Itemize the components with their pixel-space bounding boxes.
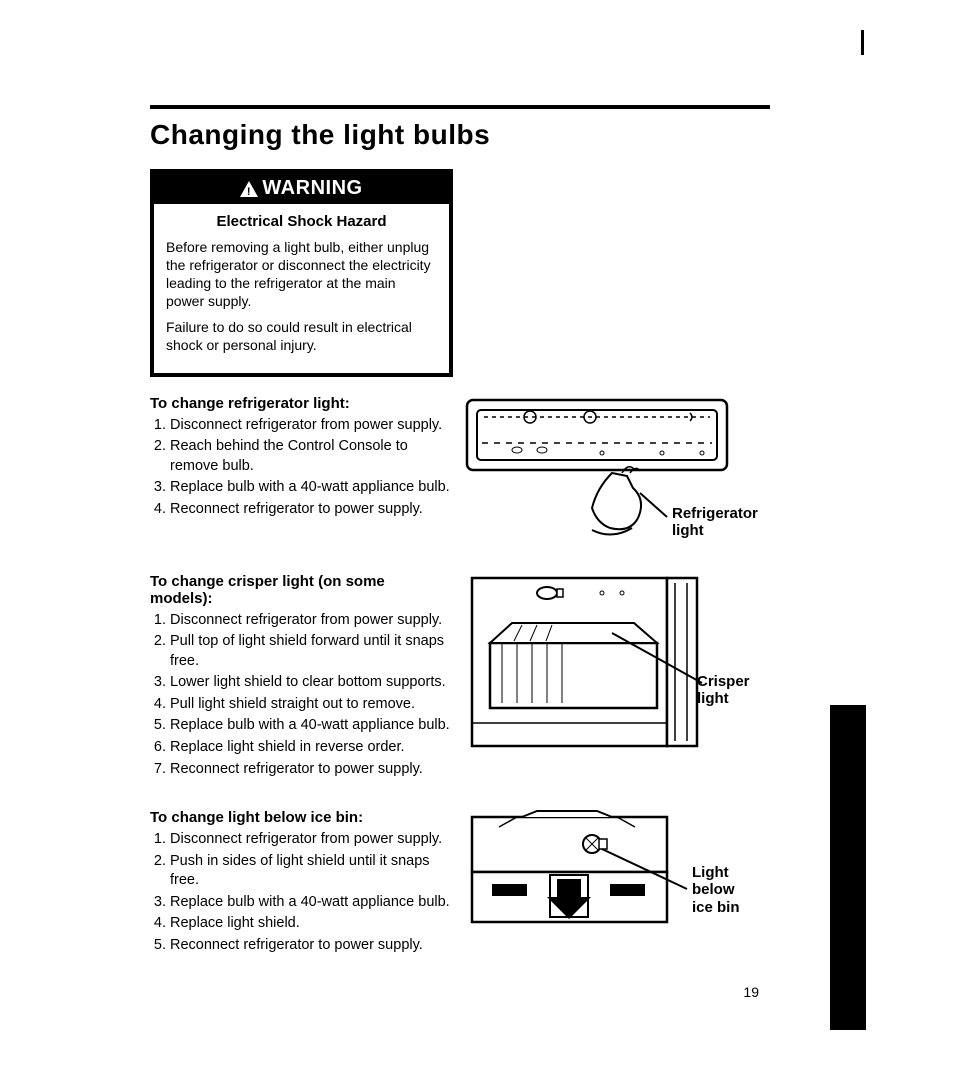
list-item: Reach behind the Control Console to remo… — [170, 437, 450, 476]
warning-subtitle: Electrical Shock Hazard — [166, 212, 437, 232]
list-item: Pull light shield straight out to remove… — [170, 695, 450, 715]
section2-steps: Disconnect refrigerator from power suppl… — [150, 611, 450, 780]
section1-title: To change refrigerator light: — [150, 395, 450, 412]
fig3-l2: below — [692, 881, 735, 898]
list-item: Reconnect refrigerator to power supply. — [170, 760, 450, 780]
warning-p2: Failure to do so could result in electri… — [166, 318, 437, 354]
list-item: Replace bulb with a 40-watt appliance bu… — [170, 716, 450, 736]
section1-steps: Disconnect refrigerator from power suppl… — [150, 416, 450, 520]
fig1-l1: Refrigerator — [672, 505, 758, 522]
list-item: Reconnect refrigerator to power supply. — [170, 936, 450, 956]
title-rule — [150, 105, 770, 109]
svg-text:!: ! — [247, 186, 251, 197]
warning-triangle-icon: ! — [240, 181, 258, 197]
content-area: Changing the light bulbs ! WARNING Elect… — [150, 105, 770, 958]
section1-text: To change refrigerator light: Disconnect… — [150, 395, 450, 545]
section2-figure: Crisper light — [462, 573, 770, 782]
fig3-l3: ice bin — [692, 899, 740, 916]
figure3-label: Light below ice bin — [692, 864, 740, 916]
warning-header-text: WARNING — [262, 177, 362, 199]
section3-title: To change light below ice bin: — [150, 809, 450, 826]
list-item: Replace bulb with a 40-watt appliance bu… — [170, 893, 450, 913]
list-item: Replace bulb with a 40-watt appliance bu… — [170, 478, 450, 498]
list-item: Disconnect refrigerator from power suppl… — [170, 830, 450, 850]
section-ice-bin-light: To change light below ice bin: Disconnec… — [150, 809, 770, 957]
fig2-l2: light — [697, 690, 729, 707]
top-mark — [861, 30, 864, 55]
warning-body: Electrical Shock Hazard Before removing … — [154, 204, 449, 373]
fig1-l2: light — [672, 522, 704, 539]
section3-figure: Light below ice bin — [462, 809, 770, 957]
list-item: Disconnect refrigerator from power suppl… — [170, 611, 450, 631]
section2-text: To change crisper light (on some models)… — [150, 573, 450, 782]
list-item: Lower light shield to clear bottom suppo… — [170, 673, 450, 693]
list-item: Reconnect refrigerator to power supply. — [170, 500, 450, 520]
warning-box: ! WARNING Electrical Shock Hazard Before… — [150, 169, 453, 377]
list-item: Replace light shield in reverse order. — [170, 738, 450, 758]
warning-p1: Before removing a light bulb, either unp… — [166, 238, 437, 311]
warning-header: ! WARNING — [154, 173, 449, 204]
list-item: Disconnect refrigerator from power suppl… — [170, 416, 450, 436]
fig3-l1: Light — [692, 864, 729, 881]
section1-figure: Refrigerator light — [462, 395, 770, 545]
section2-title: To change crisper light (on some models)… — [150, 573, 450, 607]
list-item: Replace light shield. — [170, 914, 450, 934]
page: Changing the light bulbs ! WARNING Elect… — [0, 0, 954, 1065]
figure1-label: Refrigerator light — [672, 505, 758, 540]
section3-steps: Disconnect refrigerator from power suppl… — [150, 830, 450, 955]
page-number: 19 — [743, 984, 759, 1000]
section-refrigerator-light: To change refrigerator light: Disconnect… — [150, 395, 770, 545]
list-item: Pull top of light shield forward until i… — [170, 632, 450, 671]
figure2-label: Crisper light — [697, 673, 750, 708]
fig2-l1: Crisper — [697, 673, 750, 690]
side-black-bar — [830, 705, 866, 1030]
page-title: Changing the light bulbs — [150, 119, 770, 151]
section-crisper-light: To change crisper light (on some models)… — [150, 573, 770, 782]
list-item: Push in sides of light shield until it s… — [170, 852, 450, 891]
crisper-light-illustration — [462, 573, 762, 753]
section3-text: To change light below ice bin: Disconnec… — [150, 809, 450, 957]
